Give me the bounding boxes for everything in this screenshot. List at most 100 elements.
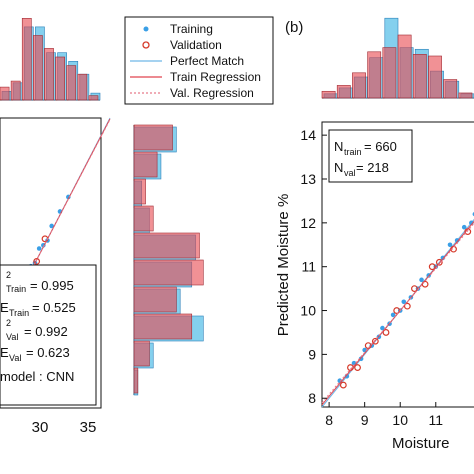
hist-a-top-val-bar-8 bbox=[88, 95, 99, 101]
stat-e-train-name: E bbox=[0, 300, 9, 315]
scatter-b-train-point-18 bbox=[447, 242, 453, 248]
scatter-a-xtick-30: 30 bbox=[32, 419, 49, 436]
hist-a-top-val-bar-0 bbox=[0, 86, 10, 101]
hist-b-top-val-bar-0 bbox=[321, 90, 336, 99]
scatter-b-ytick-label-5: 13 bbox=[300, 171, 316, 187]
scatter-b-xticks: 8 9 10 11 bbox=[325, 402, 443, 428]
scatter-b-frame bbox=[321, 121, 474, 408]
hist-a-top-val-bar-7 bbox=[77, 73, 88, 101]
panel-b-label: (b) bbox=[285, 19, 303, 36]
hist-a-right-val-bar-9 bbox=[133, 367, 139, 394]
n-val-prefix: N bbox=[334, 160, 343, 175]
stat-r2-train: 2 Train = 0.995 bbox=[6, 270, 74, 294]
hist-b-top-val-bar-3 bbox=[367, 51, 382, 99]
n-val-sub: val bbox=[344, 168, 356, 178]
scatter-b-train-regression bbox=[321, 220, 474, 406]
hist-a-right-val-bar-0 bbox=[133, 124, 173, 151]
hist-a-top-val-bar-4 bbox=[44, 48, 54, 101]
stats-box-a bbox=[0, 264, 97, 406]
scatter-a-train-point-16 bbox=[36, 246, 42, 251]
scatter-b-train-point-19 bbox=[454, 238, 460, 243]
stat-e-val-value: = 0.623 bbox=[26, 345, 70, 360]
legend-train-regression-label: Train Regression bbox=[170, 70, 261, 84]
legend-perfect-match: Perfect Match bbox=[130, 54, 244, 68]
scatter-b-plot bbox=[321, 211, 474, 408]
stat-r2-train-sup: 2 bbox=[6, 270, 11, 280]
hist-a-right-val-bar-5 bbox=[133, 259, 204, 286]
stat-e-train-sub: Train bbox=[9, 308, 29, 318]
hist-b-top-val-bar-5 bbox=[397, 34, 412, 99]
hist-a-right-val-bar-4 bbox=[133, 232, 200, 259]
scatter-b-val-regression bbox=[321, 222, 474, 403]
scatter-a-val-regression bbox=[0, 119, 111, 331]
stat-r2-val-value: = 0.992 bbox=[24, 324, 68, 339]
hist-a-right-val-bar-3 bbox=[133, 205, 154, 232]
legend-perfect-match-label: Perfect Match bbox=[170, 54, 244, 68]
legend-validation-label: Validation bbox=[170, 38, 222, 52]
hist-b-top-val-bar-8 bbox=[443, 79, 458, 99]
hist-b-top-val-bar-4 bbox=[382, 47, 397, 99]
hist-a-top-val-bar-5 bbox=[55, 56, 65, 101]
scatter-b-val-point-0 bbox=[339, 381, 347, 389]
hist-b-top-val-bar-2 bbox=[352, 72, 366, 99]
scatter-b-val-point-5 bbox=[382, 329, 390, 336]
scatter-b-xtick-label-1: 9 bbox=[361, 412, 369, 428]
legend-val-regression: Val. Regression bbox=[130, 86, 254, 100]
scatter-b-train-point-11 bbox=[401, 299, 407, 305]
legend-training-marker bbox=[143, 26, 149, 32]
scatter-b-ytick-label-2: 10 bbox=[300, 303, 316, 319]
histogram-a-right bbox=[133, 124, 204, 396]
scatter-b-xtick-label-2: 10 bbox=[392, 412, 408, 428]
stat-e-val: E Val = 0.623 bbox=[0, 345, 70, 363]
hist-b-top-val-bar-6 bbox=[412, 54, 427, 99]
n-train-sub: train bbox=[344, 147, 362, 157]
hist-a-top-val-bar-3 bbox=[33, 35, 43, 101]
model-label: model : CNN bbox=[0, 369, 74, 384]
scatter-b-xlabel: Moisture bbox=[392, 435, 450, 452]
scatter-b-val-point-10 bbox=[428, 263, 436, 271]
n-train-value: = 660 bbox=[364, 139, 397, 154]
hist-a-top-val-bar-6 bbox=[66, 65, 77, 101]
legend-train-regression: Train Regression bbox=[130, 70, 261, 84]
scatter-a-xtick-35: 35 bbox=[80, 419, 97, 436]
scatter-b-train-point-3 bbox=[358, 356, 364, 362]
scatter-b-val-point-6 bbox=[393, 307, 401, 314]
n-val-value: = 218 bbox=[356, 160, 389, 175]
scatter-b-xtick-label-3: 11 bbox=[429, 412, 444, 428]
n-box-b bbox=[328, 129, 413, 183]
stat-r2-val: 2 Val = 0.992 bbox=[6, 318, 68, 342]
scatter-b-val-point-7 bbox=[403, 302, 411, 310]
scatter-b-ytick-label-4: 12 bbox=[300, 215, 316, 231]
stat-e-train-value: = 0.525 bbox=[32, 300, 76, 315]
scatter-b-val-point-8 bbox=[411, 285, 418, 293]
hist-a-top-val-bar-1 bbox=[10, 80, 21, 101]
scatter-b-train-point-14 bbox=[419, 277, 424, 283]
stat-e-val-name: E bbox=[0, 345, 9, 360]
stat-r2-val-sup: 2 bbox=[6, 318, 11, 328]
scatter-b-train-point-4 bbox=[362, 347, 367, 353]
hist-a-right-val-bar-7 bbox=[133, 313, 193, 340]
scatter-b-ytick-label-0: 8 bbox=[308, 390, 316, 406]
hist-a-right-val-bar-1 bbox=[133, 151, 158, 178]
scatter-b-val-point-2 bbox=[354, 364, 361, 371]
histogram-b-top bbox=[321, 17, 474, 99]
scatter-a-frame bbox=[0, 117, 102, 409]
legend-training: Training bbox=[143, 22, 213, 36]
stat-e-val-sub: Val bbox=[9, 353, 21, 363]
hist-b-top-val-bar-9 bbox=[458, 92, 473, 99]
stat-r2-train-value: = 0.995 bbox=[30, 278, 74, 293]
hist-a-right-val-bar-6 bbox=[133, 286, 177, 313]
histogram-a-top bbox=[0, 17, 101, 101]
legend-validation: Validation bbox=[142, 38, 222, 52]
n-val: N val = 218 bbox=[334, 160, 389, 178]
scatter-b-val-point-4 bbox=[371, 337, 379, 345]
scatter-b-train-point-7 bbox=[380, 325, 385, 331]
scatter-b-train-point-9 bbox=[390, 312, 396, 318]
legend-training-label: Training bbox=[170, 22, 213, 36]
scatter-b-ytick-label-3: 11 bbox=[301, 259, 316, 275]
scatter-a-val-point-8 bbox=[33, 257, 41, 265]
scatter-b-yticks: 8 9 10 11 12 13 14 bbox=[300, 127, 327, 406]
legend-val-regression-label: Val. Regression bbox=[170, 86, 254, 100]
legend-validation-marker bbox=[142, 41, 150, 49]
hist-a-top-val-bar-2 bbox=[21, 17, 32, 101]
